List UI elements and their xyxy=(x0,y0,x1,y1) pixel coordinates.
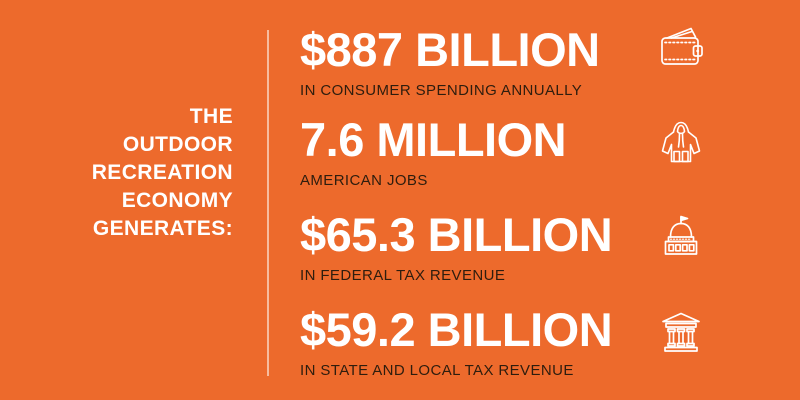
intro-line-1: THE xyxy=(189,105,233,128)
bank-columns-icon xyxy=(657,308,705,356)
stat-state-local-tax: $59.2 BILLION IN STATE AND LOCAL TAX REV… xyxy=(300,306,710,379)
capitol-building-icon xyxy=(657,212,705,260)
stat-consumer-spending: $887 BILLION IN CONSUMER SPENDING ANNUAL… xyxy=(300,26,710,99)
stat-value: 7.6 MILLION xyxy=(300,113,567,166)
intro-line-4: ECONOMY xyxy=(121,189,233,212)
stat-value: $887 BILLION xyxy=(300,23,600,76)
intro-line-2: OUTDOOR xyxy=(122,133,233,156)
stat-label: AMERICAN JOBS xyxy=(300,172,428,189)
intro-line-3: RECREATION xyxy=(91,161,233,184)
hoodie-jacket-icon xyxy=(657,118,705,166)
stat-american-jobs: 7.6 MILLION AMERICAN JOBS xyxy=(300,116,710,189)
stat-label: IN STATE AND LOCAL TAX REVENUE xyxy=(300,362,574,379)
stat-value: $65.3 BILLION xyxy=(300,208,613,261)
wallet-icon xyxy=(657,23,705,71)
stat-federal-tax: $65.3 BILLION IN FEDERAL TAX REVENUE xyxy=(300,211,710,284)
intro-label: THE OUTDOOR RECREATION ECONOMY GENERATES… xyxy=(0,103,233,243)
stat-label: IN CONSUMER SPENDING ANNUALLY xyxy=(300,82,583,99)
intro-line-5: GENERATES: xyxy=(92,217,233,240)
stat-value: $59.2 BILLION xyxy=(300,303,613,356)
stat-label: IN FEDERAL TAX REVENUE xyxy=(300,267,506,284)
vertical-divider xyxy=(267,30,269,376)
